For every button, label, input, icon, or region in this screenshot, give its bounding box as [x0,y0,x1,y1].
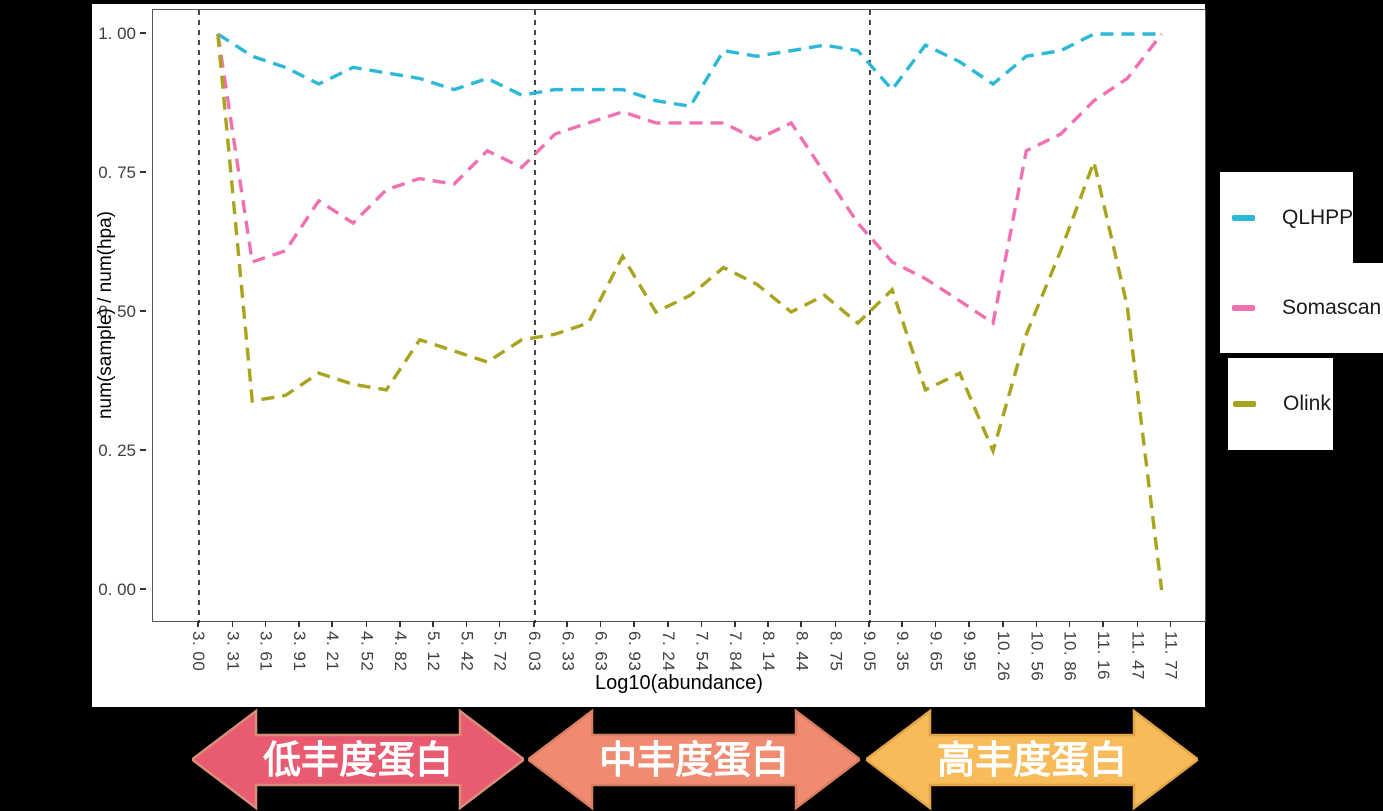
x-tickmark [800,621,803,627]
x-tick-label: 6. 03 [525,631,545,672]
y-tick-label: 1. 00 [98,24,136,43]
arrow-low-abundance: 低丰度蛋白 [192,708,524,811]
legend-label-somascan: Somascan [1282,296,1382,319]
x-tick-label: 9. 35 [893,631,913,672]
x-tick-label: 6. 33 [558,631,578,672]
x-tickmark [1169,621,1172,627]
x-tick-label: 11. 77 [1161,631,1181,681]
x-tickmark [566,621,569,627]
x-tickmark [834,621,837,627]
x-tickmark [432,621,434,627]
y-tickmark [140,171,146,173]
legend-entry-olink: Olink [1228,358,1333,450]
x-tick-label: 4. 82 [390,631,410,672]
x-tickmark [264,621,267,627]
x-tick-label: 3. 61 [256,631,276,672]
series-line-QLHPP [216,32,1162,109]
x-tickmark [365,621,368,627]
arrow-high-abundance: 高丰度蛋白 [866,708,1198,811]
x-tickmark [498,621,501,627]
x-tick-label: 11. 47 [1128,631,1148,681]
x-tickmark [934,621,937,627]
x-tickmark [533,621,535,627]
legend-label-qlhpp: QLHPP [1282,205,1354,229]
x-tick-label: 10. 26 [994,631,1014,682]
double-arrow-shape [866,708,1198,811]
legend-entry-qlhpp: QLHPP [1220,172,1353,263]
x-tick-label: 3. 31 [223,631,243,672]
y-tick-label: 0. 25 [98,441,136,460]
x-tick-label: 3. 91 [289,631,309,672]
y-tick-label: 0. 75 [98,163,136,182]
x-tick-label: 7. 54 [692,631,712,672]
x-tick-label: 4. 21 [323,631,343,672]
x-tick-label: 10. 86 [1060,631,1080,682]
x-tickmark [465,621,468,627]
x-tickmark [1136,621,1139,627]
x-tick-label: 9. 95 [959,631,979,672]
x-tickmark [599,621,602,627]
y-tickmark [140,449,146,451]
arrow-mid-label: 中丰度蛋白 [599,740,789,782]
chart-card: 3. 00 3. 31 3. 61 3. 91 4. 21 4. 52 4. 82 5. 12… [92,4,1206,707]
x-tick-label: 4. 52 [357,631,377,672]
x-tickmark [667,621,669,627]
x-tick-label: 11. 16 [1093,631,1113,681]
x-tick-label: 5. 42 [457,631,477,672]
x-tickmark [1102,621,1104,627]
qlhpp-line-swatch [1232,214,1255,221]
x-tick-label: 8. 44 [792,631,812,672]
x-tick-label: 6. 63 [591,631,611,672]
y-tickmark [140,310,146,312]
x-tickmark [633,621,635,627]
x-tick-label: 8. 14 [759,631,779,672]
x-tick-label: 5. 72 [490,631,510,672]
legend-label-olink: Olink [1283,392,1331,415]
x-tickmark [399,621,401,627]
x-tick-label: 9. 65 [926,631,946,672]
series-line-Olink [216,33,1164,591]
y-axis-title: num(sample) / num(hpa) [95,210,116,420]
x-tick-label: 5. 12 [424,631,444,672]
arrow-high-label: 高丰度蛋白 [937,740,1127,782]
double-arrow-shape [528,708,860,811]
x-tickmark [1035,621,1038,627]
x-tickmark [700,621,703,627]
x-tick-label: 10. 56 [1027,631,1047,682]
x-tick-label: 9. 05 [859,631,879,672]
x-tick-label: 3. 00 [189,631,208,672]
x-tickmark [767,621,769,627]
y-tick-label: 0. 50 [98,302,136,321]
x-tickmark [733,621,736,627]
x-tick-label: 7. 84 [725,631,745,672]
x-tickmark [1068,621,1071,627]
y-tickmark [140,32,146,34]
x-tick-label: 7. 24 [659,631,679,672]
series-line-Somascan [216,32,1163,326]
x-tickmark [331,621,333,627]
x-tickmark [197,621,199,627]
x-tickmark [901,621,903,627]
y-tickmark [140,588,146,590]
x-tickmark [967,621,970,627]
y-tick-label: 0. 00 [98,580,136,599]
plot-lines-svg [198,10,1164,623]
x-tickmark [231,621,234,627]
legend-entry-somascan: Somascan [1220,263,1383,353]
x-tickmark [1002,621,1004,627]
arrow-mid-abundance: 中丰度蛋白 [528,708,860,811]
somascan-line-swatch [1232,305,1255,311]
plot-panel [152,9,1206,623]
x-tickmark [298,621,300,627]
x-axis-title: Log10(abundance) [595,672,763,694]
x-tick-label: 6. 93 [624,631,644,672]
olink-line-swatch [1233,401,1256,407]
x-tick-label: 8. 75 [826,631,846,672]
x-tickmark [868,621,870,627]
arrow-low-label: 低丰度蛋白 [263,740,453,782]
double-arrow-shape [192,708,524,811]
